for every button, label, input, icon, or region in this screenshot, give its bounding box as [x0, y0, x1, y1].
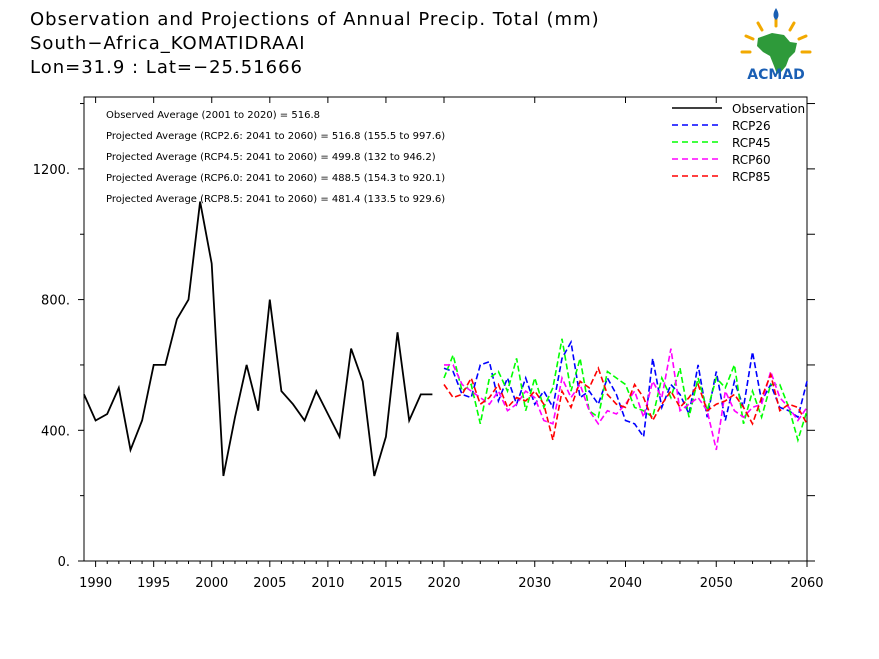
logo-text: ACMAD [747, 67, 805, 83]
average-annotation: Projected Average (RCP8.5: 2041 to 2060)… [106, 194, 445, 205]
series-line-rcp26 [443, 339, 808, 439]
x-tick-label: 2030 [518, 576, 551, 591]
x-axis: 1990 1995 2000 2005 2010 2015 2020 2030 2040 2050… [79, 97, 824, 591]
x-tick-label: 2040 [609, 576, 642, 591]
series-line-rcp85 [443, 366, 808, 441]
average-annotation: Projected Average (RCP4.5: 2041 to 2060)… [106, 152, 436, 163]
x-tick-label: 2060 [790, 576, 823, 591]
y-tick-label: 400. [41, 424, 70, 439]
x-tick-label: 2020 [427, 576, 460, 591]
station-coords: Lon=31.9 : Lat=−25.51666 [30, 57, 303, 78]
sun-rays-icon [740, 16, 812, 54]
legend-label: RCP45 [732, 136, 771, 150]
average-annotation: Observed Average (2001 to 2020) = 516.8 [106, 110, 320, 121]
legend-label: RCP60 [732, 153, 771, 167]
legend: Observation RCP26 RCP45 RCP60 RCP85 [672, 102, 805, 184]
annotations: Observed Average (2001 to 2020) = 516.8 P… [106, 110, 445, 205]
rain-drop-icon [773, 8, 779, 20]
y-tick-label: 1200. [33, 163, 70, 178]
x-tick-label: 1990 [79, 576, 112, 591]
station-name: South−Africa_KOMATIDRAAI [30, 33, 306, 54]
acmad-logo: ACMAD [740, 8, 812, 83]
legend-label: RCP85 [732, 170, 771, 184]
plot-frame [83, 96, 808, 562]
chart-title: Observation and Projections of Annual Pr… [30, 9, 600, 30]
average-annotation: Projected Average (RCP6.0: 2041 to 2060)… [106, 173, 445, 184]
x-tick-label: 2015 [369, 576, 402, 591]
legend-label: Observation [732, 102, 805, 116]
series-line-rcp60 [444, 348, 808, 451]
x-tick-label: 2010 [311, 576, 344, 591]
x-tick-label: 2000 [195, 576, 228, 591]
y-tick-label: 0. [58, 555, 70, 570]
x-tick-label: 2050 [700, 576, 733, 591]
x-tick-label: 1995 [137, 576, 170, 591]
x-tick-label: 2005 [253, 576, 286, 591]
series-layer [83, 201, 808, 477]
africa-map-icon [757, 33, 797, 74]
series-line-observation [83, 201, 433, 477]
y-tick-label: 800. [41, 294, 70, 309]
average-annotation: Projected Average (RCP2.6: 2041 to 2060)… [106, 131, 445, 142]
y-axis: 0. 400. 800. 1200. [33, 103, 815, 570]
legend-label: RCP26 [732, 119, 771, 133]
